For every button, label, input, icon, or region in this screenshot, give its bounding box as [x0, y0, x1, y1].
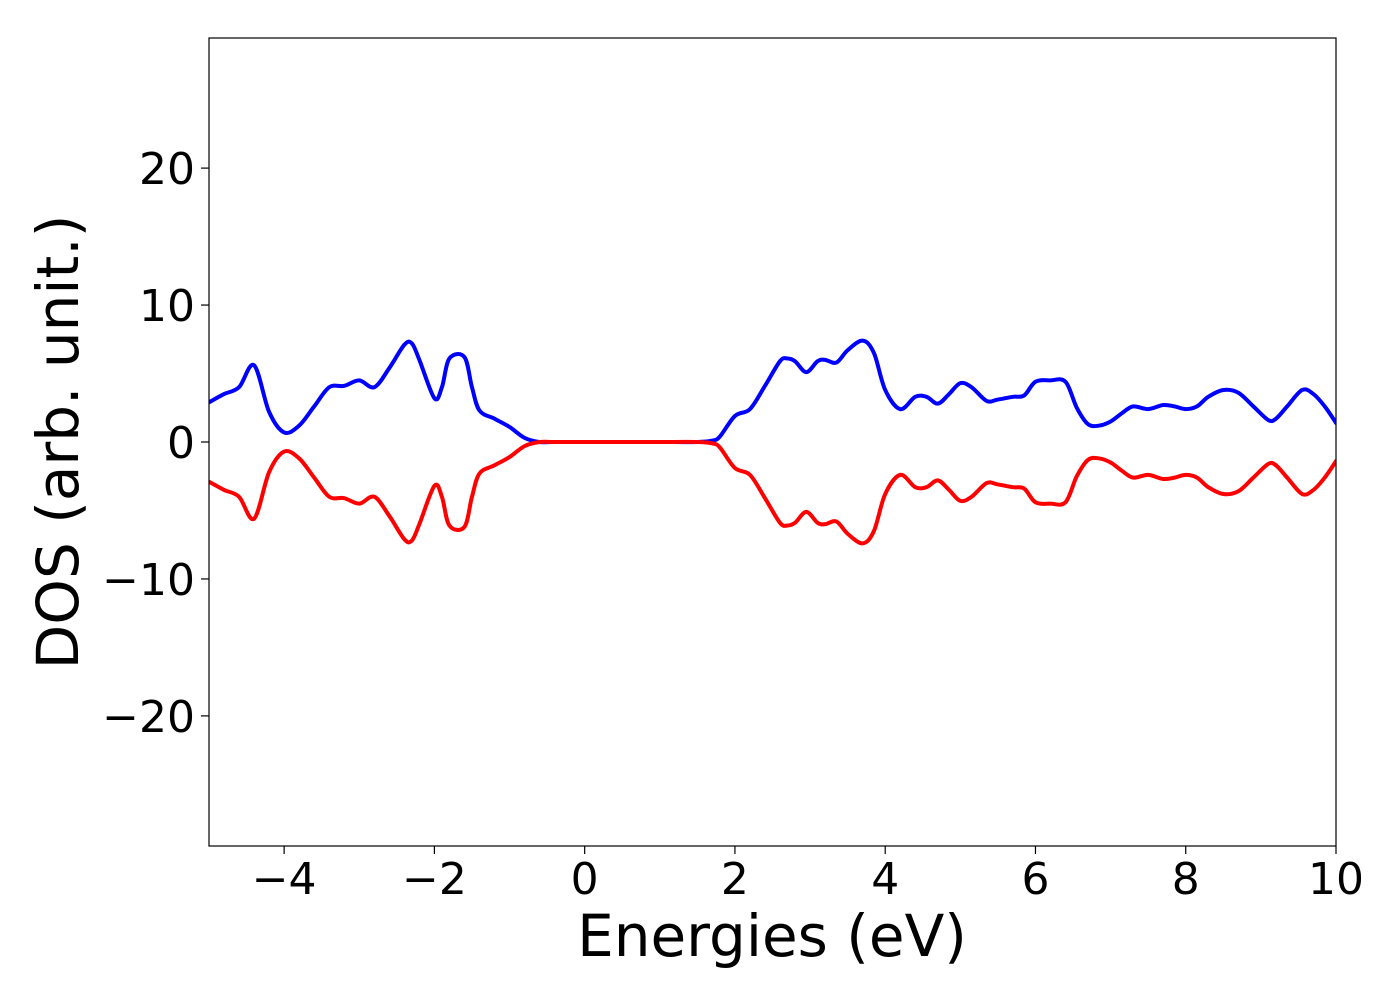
x-tick-label: 6 [1021, 854, 1049, 905]
x-tick-label: −4 [252, 854, 317, 905]
y-tick-label: −10 [102, 555, 195, 606]
x-axis-title: Energies (eV) [577, 902, 967, 970]
y-tick-label: 20 [139, 144, 195, 195]
y-tick-label: 10 [139, 281, 195, 332]
x-tick-label: 10 [1308, 854, 1364, 905]
plot-area [209, 338, 1336, 546]
x-tick-label: 8 [1172, 854, 1200, 905]
series-line-2 [209, 439, 1336, 546]
y-axis-title: DOS (arb. unit.) [24, 215, 92, 670]
series-line-1 [209, 338, 1336, 445]
x-tick-label: −2 [402, 854, 467, 905]
y-tick-label: −20 [102, 692, 195, 743]
x-tick-label: 2 [721, 854, 749, 905]
y-tick-label: 0 [167, 418, 195, 469]
series-group [209, 338, 1336, 546]
x-tick-label: 0 [571, 854, 599, 905]
x-tick-label: 4 [871, 854, 899, 905]
